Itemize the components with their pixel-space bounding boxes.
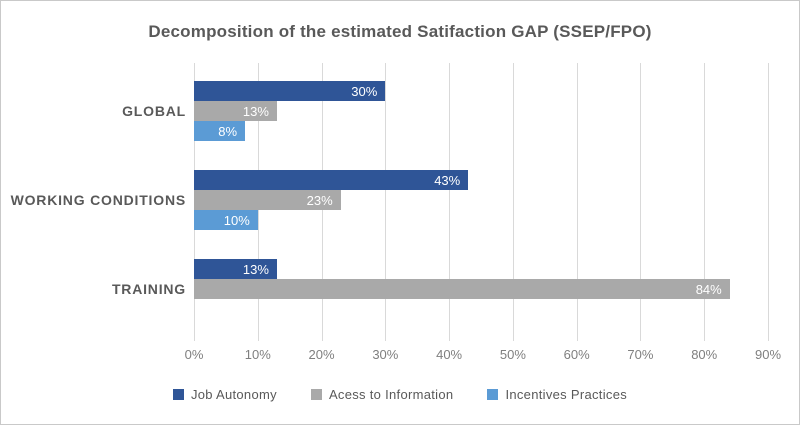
- bar-value-label: 23%: [306, 192, 333, 208]
- legend-label: Acess to Information: [328, 387, 454, 402]
- legend-item-incentives-practices: Incentives Practices: [487, 387, 627, 402]
- x-axis-tick-label: 30%: [372, 347, 399, 362]
- gridline: [576, 63, 578, 341]
- x-axis-tick-label: 0%: [184, 347, 204, 362]
- gridline: [640, 63, 642, 341]
- bar-acess-to-information: 23%: [194, 190, 341, 210]
- bar-value-label: 10%: [223, 212, 250, 228]
- bar-group: 30% 13% 8%: [194, 81, 776, 141]
- chart-title: Decomposition of the estimated Satifacti…: [148, 22, 652, 41]
- x-axis-tick-label: 90%: [754, 347, 782, 362]
- x-axis-tick-label: 10%: [244, 347, 271, 362]
- x-axis-tick-label: 40%: [436, 347, 463, 362]
- plot-area: 30% 13% 8% 43% 23% 10% 13% 84%: [194, 63, 776, 341]
- chart-body: GLOBAL WORKING CONDITIONS TRAINING 30% 13% 8…: [9, 63, 799, 365]
- legend-item-acess-to-information: Acess to Information: [310, 387, 454, 402]
- category-label: TRAINING: [111, 281, 186, 297]
- bar-group: 43% 23% 10%: [194, 170, 776, 230]
- bar-job-autonomy: 43%: [194, 170, 469, 190]
- bar-job-autonomy: 30%: [194, 81, 386, 101]
- category-axis: GLOBAL WORKING CONDITIONS TRAINING: [9, 63, 194, 341]
- x-axis-tick-label: 50%: [499, 347, 526, 362]
- x-axis: 0% 10% 20% 30% 40% 50% 60% 70% 80% 90%: [185, 347, 781, 365]
- gridline: [512, 63, 514, 341]
- plot-wrap: 30% 13% 8% 43% 23% 10% 13% 84% 0% 10% 20% 30% 40% 50…: [185, 63, 781, 365]
- bar-job-autonomy: 13%: [194, 259, 277, 279]
- bar-value-label: 13%: [242, 103, 269, 119]
- bar-acess-to-information: 84%: [194, 279, 730, 299]
- legend-swatch-icon: [487, 389, 499, 400]
- bar-incentives-practices: 10%: [194, 210, 258, 230]
- legend-label: Incentives Practices: [505, 387, 628, 402]
- x-axis-tick-label: 60%: [563, 347, 590, 362]
- bar-acess-to-information: 13%: [194, 101, 277, 121]
- legend: Job Autonomy Acess to Information Incentiv…: [1, 387, 799, 402]
- bar-value-label: 84%: [695, 281, 722, 297]
- x-axis-tick-label: 20%: [308, 347, 335, 362]
- legend-label: Job Autonomy: [190, 387, 277, 402]
- category-label: GLOBAL: [122, 103, 186, 119]
- bar-value-label: 43%: [434, 172, 461, 188]
- bar-incentives-practices: 8%: [194, 121, 246, 141]
- gridline: [704, 63, 706, 341]
- legend-swatch-icon: [310, 389, 322, 400]
- legend-item-job-autonomy: Job Autonomy: [172, 387, 277, 402]
- bar-value-label: 30%: [351, 83, 378, 99]
- x-axis-tick-label: 80%: [691, 347, 718, 362]
- x-axis-tick-label: 70%: [627, 347, 654, 362]
- bar-value-label: 13%: [242, 261, 269, 277]
- category-label: WORKING CONDITIONS: [10, 192, 186, 208]
- bar-value-label: 8%: [218, 123, 238, 139]
- legend-swatch-icon: [172, 389, 184, 400]
- bar-group: 13% 84%: [194, 259, 776, 319]
- gridline: [768, 63, 769, 341]
- gridline: [449, 63, 451, 341]
- gridline: [385, 63, 387, 341]
